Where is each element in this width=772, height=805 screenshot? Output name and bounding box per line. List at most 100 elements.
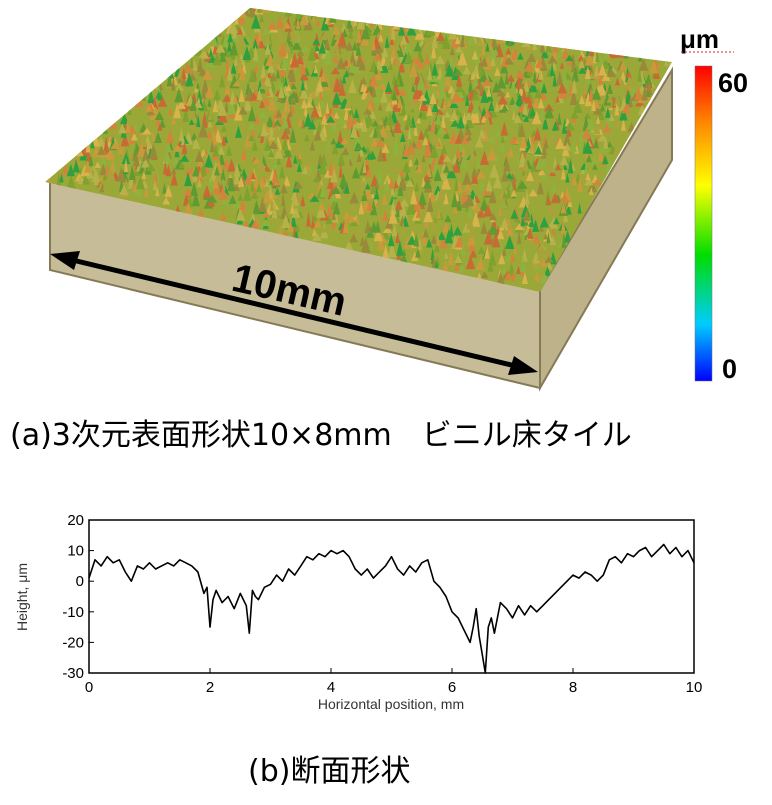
surface-peak — [461, 132, 470, 145]
surface-peak — [562, 212, 569, 223]
surface-peak — [258, 196, 267, 212]
surface-peak — [190, 181, 199, 196]
surface-peak — [552, 72, 557, 87]
surface-peak — [398, 23, 406, 36]
surface-peak — [521, 271, 528, 284]
surface-peak — [271, 49, 282, 65]
surface-peak — [603, 57, 609, 70]
plot-frame — [88, 519, 695, 674]
surface-peak — [452, 226, 463, 236]
surface-peak — [311, 228, 317, 237]
surface-peak — [506, 225, 514, 237]
surface-peak — [603, 135, 609, 149]
surface-peak — [570, 111, 579, 119]
surface-peak — [585, 154, 592, 163]
surface-peak — [584, 91, 592, 107]
surface-peak — [260, 62, 267, 79]
surface-peak — [421, 154, 426, 163]
surface-peak — [421, 107, 427, 120]
surface-peak — [533, 126, 542, 141]
surface-peak — [423, 219, 429, 228]
surface-peak — [283, 76, 288, 87]
surface-peak — [208, 47, 213, 57]
surface-peak — [471, 101, 481, 114]
surface-peak — [551, 181, 558, 193]
surface-peak — [551, 226, 556, 235]
surface-peak — [606, 83, 614, 95]
surface-peak — [382, 209, 389, 221]
surface-peak — [331, 210, 336, 220]
surface-peak — [577, 212, 582, 220]
surface-peak — [407, 142, 416, 155]
surface-peak — [649, 60, 659, 74]
surface-peak — [455, 73, 463, 87]
surface-peak — [66, 163, 75, 177]
surface-peak — [447, 156, 454, 172]
surface-peak — [359, 110, 365, 124]
surface-peak — [247, 106, 257, 122]
surface-peak — [495, 123, 501, 138]
surface-peak — [414, 182, 420, 192]
surface-peak — [214, 26, 223, 37]
surface-peak — [510, 102, 520, 110]
surface-peak — [351, 167, 361, 179]
surface-peak — [200, 51, 210, 59]
surface-peak — [561, 67, 568, 84]
surface-peak — [155, 90, 162, 99]
surface-peak — [105, 148, 116, 160]
surface-peak — [295, 54, 305, 65]
surface-peak — [227, 99, 237, 115]
surface-peak — [583, 79, 588, 95]
surface-peak — [227, 40, 232, 52]
surface-peak — [524, 188, 530, 205]
surface-peak — [277, 85, 285, 99]
surface-peak — [382, 244, 390, 259]
surface-peak — [355, 142, 363, 151]
surface-peak — [345, 113, 354, 130]
surface-peak — [595, 114, 601, 124]
surface-peak — [143, 186, 149, 197]
surface-peak — [430, 116, 437, 133]
surface-peak — [349, 192, 359, 204]
surface-peak — [91, 134, 101, 147]
surface-peak — [267, 21, 277, 30]
surface-peak — [491, 33, 498, 48]
surface-peak — [428, 30, 434, 45]
surface-peak — [464, 188, 472, 196]
surface-peak — [204, 153, 214, 168]
surface-peak — [281, 191, 286, 207]
surface-peak — [399, 198, 410, 207]
surface-peak — [181, 141, 188, 155]
surface-peak — [455, 35, 461, 44]
surface-peak — [430, 133, 440, 144]
surface-peak — [307, 119, 317, 130]
surface-peak — [427, 65, 433, 81]
surface-peak — [591, 153, 598, 165]
surface-peak — [81, 174, 91, 185]
surface-peak — [229, 40, 238, 56]
surface-peak — [388, 177, 395, 189]
surface-peak — [290, 52, 300, 68]
surface-peak — [189, 121, 198, 130]
surface-peak — [644, 81, 653, 96]
surface-peak — [227, 176, 235, 192]
surface-peak — [237, 175, 245, 188]
surface-peak — [565, 54, 574, 62]
surface-peak — [370, 137, 379, 147]
surface-peak — [448, 56, 455, 67]
surface-peak — [423, 76, 428, 89]
surface-peak — [332, 76, 342, 93]
surface-peak — [127, 134, 135, 145]
surface-peak — [340, 137, 350, 145]
surface-peak — [236, 33, 247, 46]
surface-peak — [358, 200, 365, 215]
surface-peak — [146, 162, 156, 171]
surface-peak — [141, 170, 147, 179]
surface-peak — [413, 158, 420, 165]
surface-peak — [213, 88, 222, 101]
surface-peak — [172, 156, 179, 164]
surface-peak — [397, 181, 404, 196]
surface-peak — [344, 241, 354, 251]
surface-peak — [520, 214, 525, 227]
surface-peak — [207, 98, 212, 107]
